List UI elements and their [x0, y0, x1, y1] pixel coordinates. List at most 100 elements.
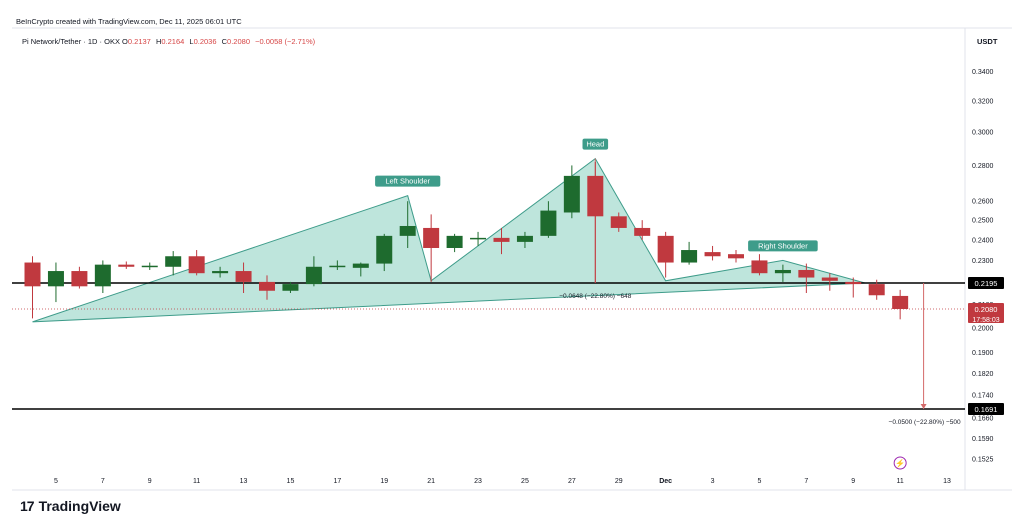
- candle-body: [774, 269, 791, 274]
- price-tick-label: 0.3200: [972, 98, 994, 105]
- candle-body: [282, 284, 299, 291]
- time-tick-label: 13: [240, 478, 248, 485]
- price-tick-label: 0.2600: [972, 199, 994, 206]
- price-tick-label: 0.3000: [972, 130, 994, 137]
- candle-body: [118, 264, 135, 267]
- head-measure-label: −0.0648 (−22.80%) −648: [559, 293, 631, 300]
- time-tick-label: 19: [380, 478, 388, 485]
- candle-body: [423, 227, 440, 248]
- pattern-label-box: [375, 175, 441, 187]
- candle-body: [610, 216, 627, 228]
- candle-body: [94, 264, 111, 287]
- candle-body: [868, 284, 885, 296]
- open-value: 0.2137: [127, 37, 151, 46]
- time-tick-label: 7: [101, 478, 105, 485]
- candle-body: [71, 271, 88, 287]
- candle-body: [798, 269, 815, 278]
- symbol-info-bar: Pi Network/Tether · 1D · OKX O0.2137 H0.…: [22, 37, 318, 46]
- time-tick-label: 9: [851, 478, 855, 485]
- chart-attribution: BeInCrypto created with TradingView.com,…: [16, 17, 242, 26]
- candle-body: [751, 260, 768, 274]
- price-tick-label: 0.1590: [972, 436, 994, 443]
- candle-body: [634, 227, 651, 236]
- lightning-icon: ⚡: [895, 458, 905, 468]
- candle-body: [728, 254, 744, 259]
- candle-body: [587, 175, 604, 217]
- open-label: O: [122, 37, 128, 46]
- candle-body: [212, 271, 229, 274]
- high-label: H: [155, 37, 162, 46]
- time-tick-label: 5: [54, 478, 58, 485]
- candle-body: [540, 210, 557, 236]
- candle-body: [681, 250, 698, 263]
- time-tick-label: 23: [474, 478, 482, 485]
- price-tick-label: 0.2000: [972, 325, 994, 332]
- candle-body: [352, 263, 369, 268]
- pattern-label: Head: [586, 140, 604, 149]
- time-tick-label: 21: [427, 478, 435, 485]
- event-marker-circle: [893, 456, 907, 470]
- time-tick-label: 5: [757, 478, 761, 485]
- candle-body: [165, 256, 182, 267]
- pattern-label: Left Shoulder: [385, 177, 430, 186]
- candle-body: [704, 252, 721, 257]
- pattern-label-box: [582, 138, 609, 150]
- candle-body: [470, 237, 487, 240]
- price-tick-label: 0.2400: [972, 237, 994, 244]
- time-tick-label: Dec: [659, 478, 672, 485]
- candle-body: [235, 271, 252, 282]
- change-value: −0.0058 (−2.71%): [255, 37, 316, 46]
- target-measure-label: −0.0500 (−22.80%) −500: [889, 419, 961, 426]
- price-tick-label: 0.1525: [972, 456, 994, 463]
- time-tick-label: 11: [193, 478, 200, 485]
- price-tick-label: 0.1660: [972, 415, 994, 422]
- time-tick-label: 7: [804, 478, 808, 485]
- tradingview-logo-icon: 17: [20, 498, 35, 514]
- candle-body: [845, 281, 862, 285]
- time-tick-label: 13: [943, 478, 951, 485]
- tradingview-footer: 17 TradingView: [20, 498, 121, 514]
- price-tick-label: 0.1820: [972, 371, 994, 378]
- price-tick-label: 0.2300: [972, 258, 994, 265]
- candle-body: [24, 262, 41, 287]
- time-tick-label: 27: [568, 478, 576, 485]
- price-tick-label: 0.2500: [972, 218, 994, 225]
- close-label: C: [221, 37, 228, 46]
- candle-body: [821, 277, 838, 281]
- candle-body: [657, 235, 674, 263]
- neckline-price-tag-box: [968, 277, 1004, 289]
- target-price-tag: 0.1691: [975, 405, 998, 414]
- candle-body: [141, 265, 158, 268]
- high-value: 0.2164: [161, 37, 185, 46]
- target-arrow-icon: [920, 404, 927, 409]
- candle-body: [399, 225, 416, 236]
- candle-body: [446, 235, 463, 248]
- symbol-name[interactable]: Pi Network/Tether · 1D · OKX: [22, 37, 120, 46]
- pattern-label: Right Shoulder: [758, 241, 808, 250]
- pattern-label-box: [748, 240, 818, 252]
- candle-body: [376, 235, 393, 264]
- target-price-tag-box: [968, 403, 1004, 415]
- price-tick-label: 0.1900: [972, 350, 994, 357]
- time-tick-label: 3: [711, 478, 715, 485]
- current-price-tag-countdown: 17:58:03: [972, 317, 999, 324]
- candle-body: [329, 265, 346, 268]
- time-tick-label: 9: [148, 478, 152, 485]
- candle-body: [563, 175, 580, 213]
- candle-body: [516, 235, 533, 242]
- candle-body: [305, 266, 322, 285]
- price-tick-label: 0.1740: [972, 393, 994, 400]
- candle-body: [259, 281, 275, 291]
- candle-body: [188, 256, 205, 274]
- time-tick-label: 17: [333, 478, 341, 485]
- currency-label[interactable]: USDT: [977, 37, 998, 46]
- time-tick-label: 11: [897, 478, 904, 485]
- time-tick-label: 29: [615, 478, 623, 485]
- candle-body: [892, 295, 909, 309]
- candle-body: [47, 271, 64, 287]
- neckline-price-tag: 0.2195: [975, 279, 998, 288]
- close-value: 0.2080: [227, 37, 250, 46]
- low-value: 0.2036: [193, 37, 217, 46]
- candle-body: [493, 237, 510, 242]
